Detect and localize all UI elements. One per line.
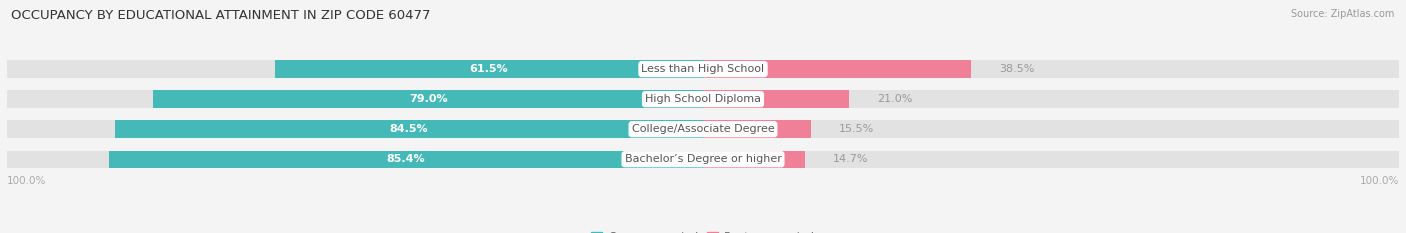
Bar <box>703 120 811 138</box>
Text: 21.0%: 21.0% <box>877 94 912 104</box>
Bar <box>115 120 703 138</box>
Text: 61.5%: 61.5% <box>470 64 509 74</box>
Bar <box>153 90 703 108</box>
Text: Less than High School: Less than High School <box>641 64 765 74</box>
Text: 15.5%: 15.5% <box>839 124 875 134</box>
Text: 84.5%: 84.5% <box>389 124 429 134</box>
Text: 100.0%: 100.0% <box>1360 176 1399 186</box>
Bar <box>108 151 703 168</box>
Bar <box>276 60 703 78</box>
Text: College/Associate Degree: College/Associate Degree <box>631 124 775 134</box>
Text: OCCUPANCY BY EDUCATIONAL ATTAINMENT IN ZIP CODE 60477: OCCUPANCY BY EDUCATIONAL ATTAINMENT IN Z… <box>11 9 430 22</box>
Text: 38.5%: 38.5% <box>998 64 1035 74</box>
Bar <box>7 120 1399 138</box>
Text: High School Diploma: High School Diploma <box>645 94 761 104</box>
Text: 79.0%: 79.0% <box>409 94 447 104</box>
Bar <box>7 90 1399 108</box>
Text: 85.4%: 85.4% <box>387 154 425 164</box>
Text: 14.7%: 14.7% <box>834 154 869 164</box>
Legend: Owner-occupied, Renter-occupied: Owner-occupied, Renter-occupied <box>586 227 820 233</box>
Bar <box>703 60 972 78</box>
Bar <box>7 60 1399 78</box>
Bar <box>703 151 806 168</box>
Bar <box>703 90 849 108</box>
Text: Source: ZipAtlas.com: Source: ZipAtlas.com <box>1291 9 1395 19</box>
Text: 100.0%: 100.0% <box>7 176 46 186</box>
Bar <box>7 151 1399 168</box>
Text: Bachelor’s Degree or higher: Bachelor’s Degree or higher <box>624 154 782 164</box>
